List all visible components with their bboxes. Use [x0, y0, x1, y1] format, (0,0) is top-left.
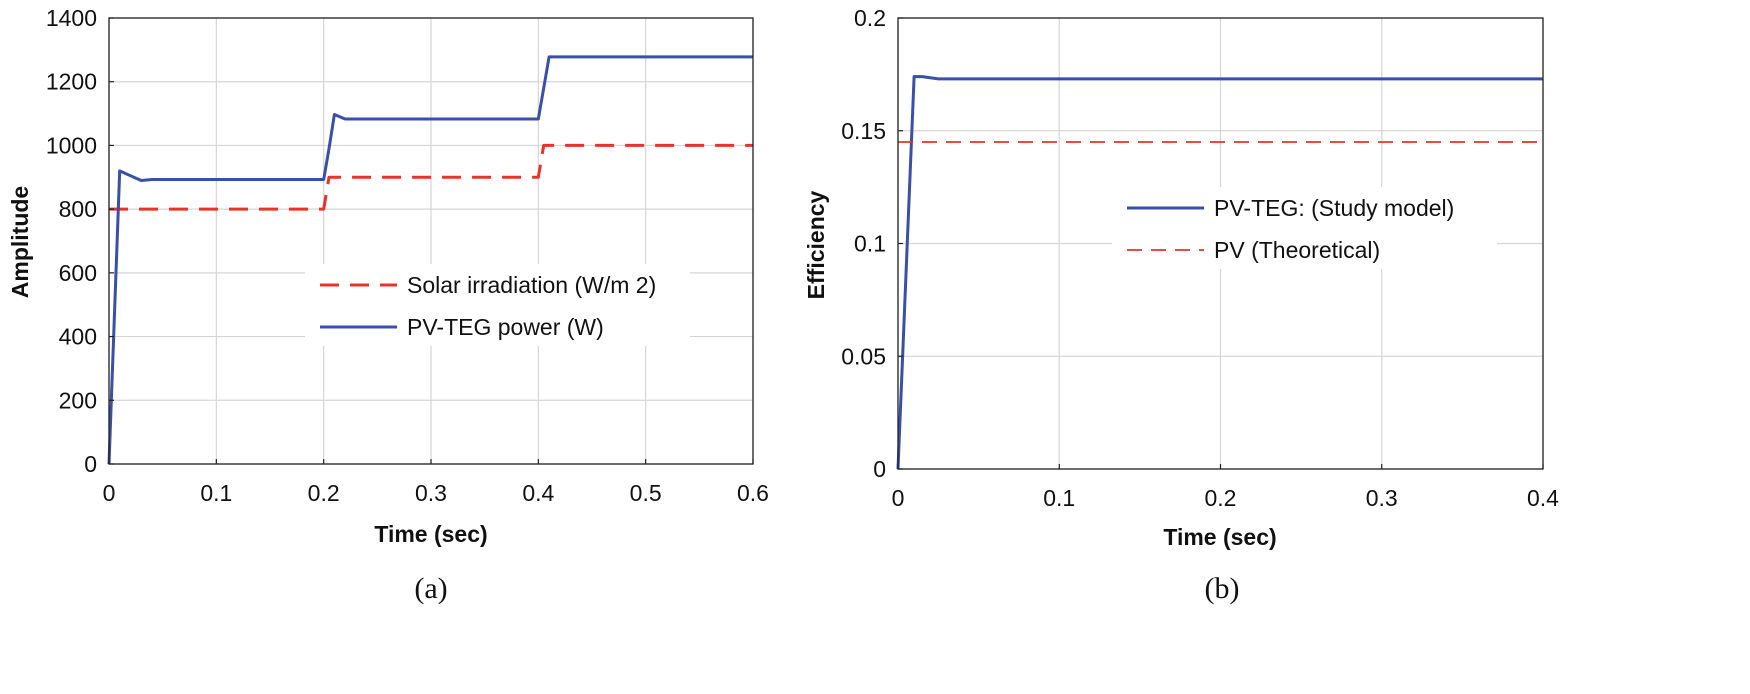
- y-tick-label-a-0: 0: [84, 451, 97, 477]
- x-tick-label-a-1: 0.1: [200, 480, 232, 506]
- legend-label-pv-teg-power: PV-TEG power (W): [407, 314, 604, 340]
- grid-a: [108, 17, 754, 465]
- series-line-b-0: [896, 75, 1543, 470]
- y-ticks-a: 0 200 400 600 800 1000 1200 1400: [46, 5, 114, 477]
- y-ticks-b: 0 0.05 0.1 0.15 0.2: [841, 5, 903, 482]
- y-tick-label-a-4: 800: [59, 196, 97, 222]
- series-layer-b: [896, 75, 1543, 470]
- x-tick-label-a-4: 0.4: [522, 480, 554, 506]
- legend-background-a: [305, 264, 690, 346]
- y-tick-label-b-0: 0: [873, 456, 886, 482]
- series-layer-a: [107, 55, 753, 465]
- y-tick-label-b-1: 0.05: [841, 343, 886, 369]
- x-tick-label-b-3: 0.3: [1366, 485, 1398, 511]
- y-tick-label-b-4: 0.2: [854, 5, 886, 31]
- x-ticks-b: 0 0.1 0.2 0.3 0.4: [892, 464, 1559, 511]
- x-tick-label-b-0: 0: [892, 485, 905, 511]
- legend-label-pv-theoretical: PV (Theoretical): [1214, 237, 1380, 263]
- y-tick-label-a-7: 1400: [46, 5, 97, 31]
- x-tick-label-a-6: 0.6: [737, 480, 769, 506]
- x-axis-label-b: Time (sec): [1163, 524, 1276, 550]
- legend-label-solar-irradiation: Solar irradiation (W/m 2): [407, 272, 656, 298]
- x-axis-label-a: Time (sec): [374, 521, 487, 547]
- chart-panel-b: 0 0.05 0.1 0.15 0.2 0 0.1 0.2 0.3 0.4 Time (sec)…: [803, 5, 1559, 605]
- series-line-a-1: [107, 55, 753, 465]
- x-tick-label-a-5: 0.5: [630, 480, 662, 506]
- x-tick-label-b-4: 0.4: [1527, 485, 1559, 511]
- y-axis-label-a: Amplitude: [7, 186, 33, 298]
- y-tick-label-a-1: 200: [59, 387, 97, 413]
- x-tick-label-b-1: 0.1: [1043, 485, 1075, 511]
- legend-a: Solar irradiation (W/m 2) PV-TEG power (…: [305, 264, 690, 346]
- y-tick-label-a-2: 400: [59, 324, 97, 350]
- caption-a: (a): [414, 572, 447, 605]
- y-tick-label-a-5: 1000: [46, 132, 97, 158]
- y-tick-label-b-2: 0.1: [854, 231, 886, 257]
- legend-background-b: [1112, 187, 1497, 269]
- x-tick-label-a-3: 0.3: [415, 480, 447, 506]
- y-axis-label-b: Efficiency: [803, 190, 829, 299]
- x-tick-label-b-2: 0.2: [1205, 485, 1237, 511]
- y-tick-label-b-3: 0.15: [841, 118, 886, 144]
- x-tick-label-a-2: 0.2: [308, 480, 340, 506]
- y-tick-label-a-6: 1200: [46, 69, 97, 95]
- x-ticks-a: 0 0.1 0.2 0.3 0.4 0.5 0.6: [103, 459, 769, 506]
- legend-label-pv-teg-study-model: PV-TEG: (Study model): [1214, 195, 1454, 221]
- series-line-a-0: [109, 143, 753, 211]
- legend-b: PV-TEG: (Study model) PV (Theoretical): [1112, 187, 1497, 269]
- x-tick-label-a-0: 0: [103, 480, 116, 506]
- caption-b: (b): [1205, 572, 1240, 605]
- y-tick-label-a-3: 600: [59, 260, 97, 286]
